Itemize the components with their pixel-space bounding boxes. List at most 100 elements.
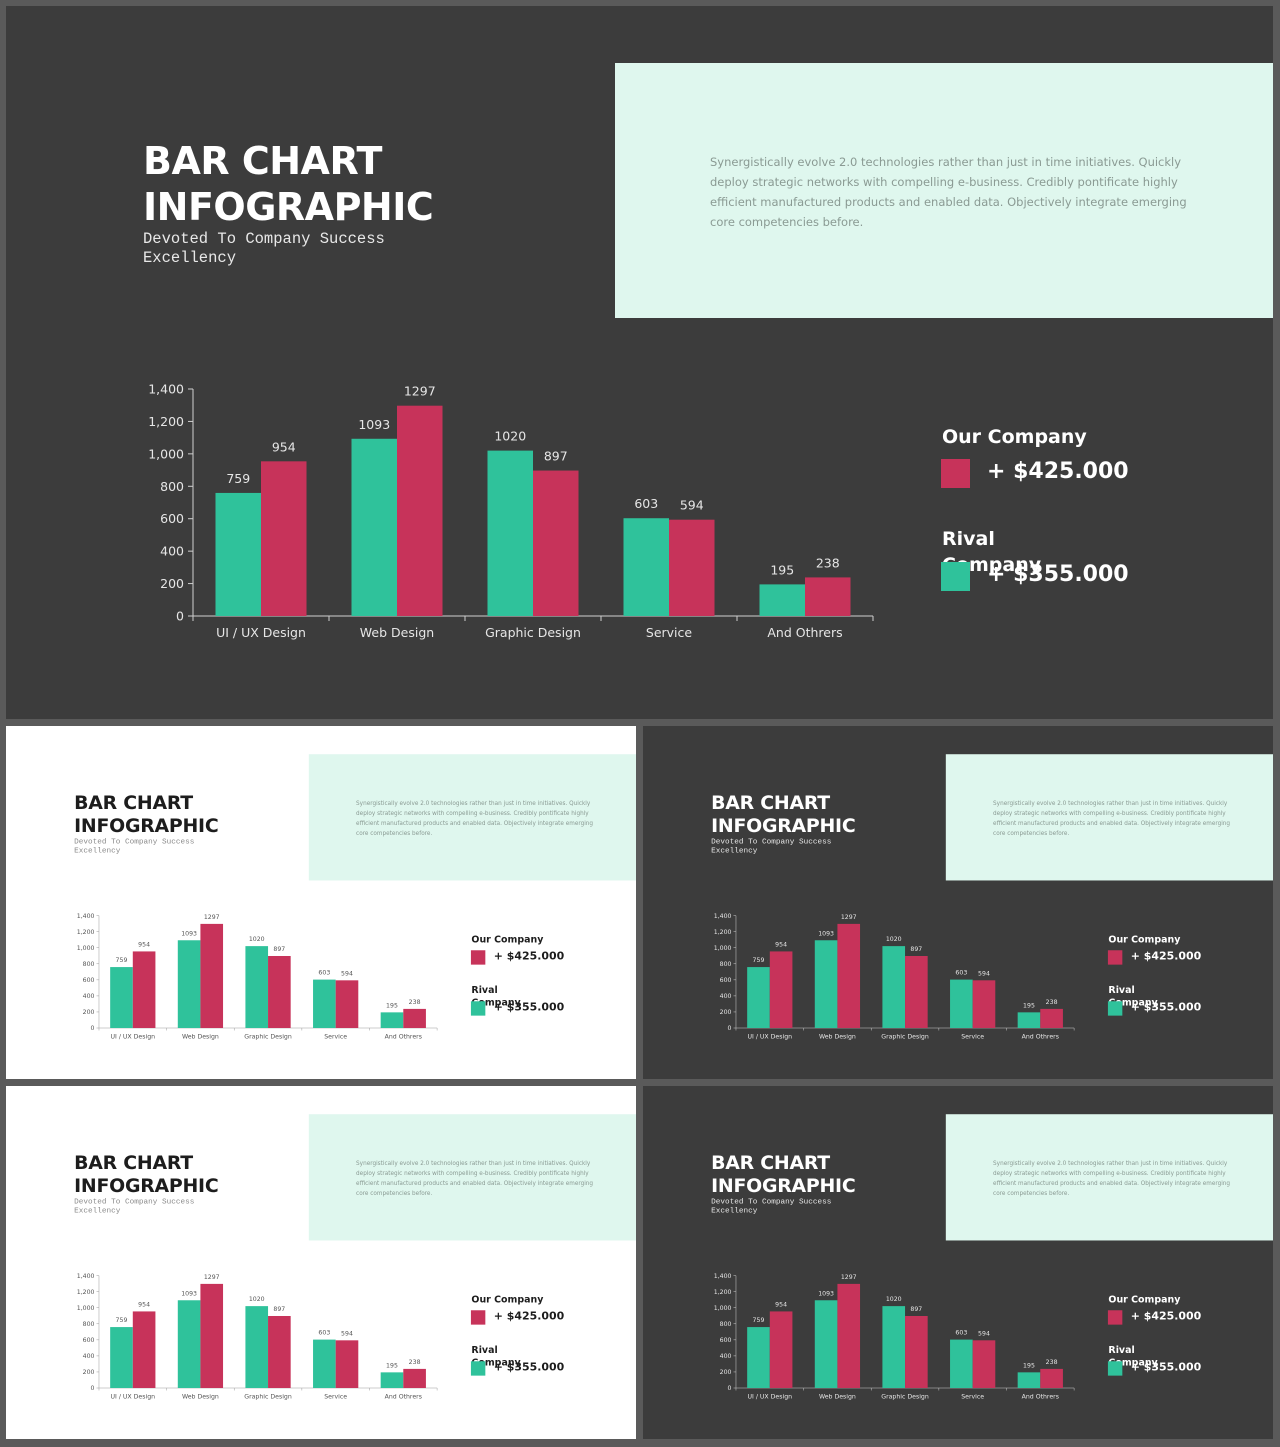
description-box: Synergistically evolve 2.0 technologies …: [945, 1114, 1273, 1241]
bar: [814, 1300, 838, 1389]
x-tick-label: UI / UX Design: [111, 1393, 156, 1400]
bar: [1040, 1008, 1063, 1029]
bar-chart: 0 200 400 600 800 1,000 1,200 1,400 759 954 UI / U…: [77, 913, 438, 1040]
y-tick-label: 200: [720, 1009, 732, 1016]
bar-value-label: 897: [910, 946, 922, 953]
bar: [403, 1008, 426, 1029]
bar-value-label: 1297: [841, 914, 857, 921]
y-tick-label: 800: [720, 961, 732, 968]
bar: [1017, 1012, 1041, 1029]
y-tick-label: 600: [720, 1337, 732, 1344]
y-tick-label: 1,400: [77, 913, 95, 920]
y-tick-label: 0: [91, 1385, 95, 1392]
bar: [487, 450, 533, 616]
slide[interactable]: BAR CHART INFOGRAPHIC Devoted To Company…: [643, 726, 1273, 1079]
bar: [769, 951, 793, 1029]
y-tick-label: 1,200: [77, 929, 95, 936]
bar: [132, 1311, 156, 1389]
y-tick-label: 0: [91, 1025, 95, 1032]
x-tick-label: UI / UX Design: [748, 1393, 793, 1400]
x-tick-label: And Othrers: [1022, 1393, 1059, 1400]
y-tick-label: 1,400: [148, 382, 184, 397]
y-tick-label: 200: [720, 1369, 732, 1376]
title-line-1: BAR CHART: [711, 791, 830, 814]
y-tick-label: 400: [83, 993, 95, 1000]
description-text: Synergistically evolve 2.0 technologies …: [356, 1159, 594, 1197]
x-tick-label: Graphic Design: [244, 1393, 292, 1400]
bar: [759, 584, 805, 616]
bar: [747, 967, 770, 1029]
bar-value-label: 759: [753, 1317, 765, 1324]
legend-our-company-value: + $425.000: [493, 950, 565, 963]
description-box: Synergistically evolve 2.0 technologies …: [615, 63, 1273, 318]
legend-rival-company-label: Rival Company: [1108, 1344, 1158, 1369]
bar: [261, 461, 307, 616]
legend-our-company-label: Our Company: [471, 1293, 544, 1305]
bar-value-label: 238: [1046, 1359, 1058, 1366]
bar-value-label: 759: [226, 471, 250, 486]
slide-subtitle: Devoted To Company Success Excellency: [711, 1196, 832, 1216]
bar-value-label: 1093: [818, 1290, 834, 1297]
bar-value-label: 897: [910, 1306, 922, 1313]
bar: [905, 955, 928, 1029]
title-line-1: BAR CHART: [74, 1151, 193, 1174]
slide[interactable]: BAR CHART INFOGRAPHIC Devoted To Company…: [643, 1086, 1273, 1439]
bar-value-label: 238: [1046, 999, 1058, 1006]
y-tick-label: 200: [83, 1369, 95, 1376]
y-tick-label: 400: [720, 993, 732, 1000]
y-tick-label: 400: [160, 544, 184, 559]
bar-value-label: 954: [775, 1301, 787, 1308]
legend-our-company-label: Our Company: [1108, 933, 1181, 945]
legend-rival-company-swatch: [941, 562, 970, 591]
bar-value-label: 1093: [181, 1290, 197, 1297]
title-line-2: INFOGRAPHIC: [711, 814, 856, 837]
x-tick-label: Service: [324, 1033, 347, 1040]
bar-value-label: 1297: [204, 914, 220, 921]
bar: [351, 438, 397, 616]
x-tick-label: Service: [961, 1393, 984, 1400]
y-tick-label: 200: [160, 576, 184, 591]
x-tick-label: And Othrers: [767, 625, 842, 640]
bar-chart: 0 200 400 600 800 1,000 1,200 1,400 759 954 UI / U…: [77, 1273, 438, 1400]
bar-value-label: 195: [1023, 1002, 1035, 1009]
bar: [215, 492, 261, 616]
legend-our-company-swatch: [1107, 1310, 1123, 1325]
legend-our-company-swatch: [470, 950, 486, 965]
x-tick-label: Graphic Design: [244, 1033, 292, 1040]
bar-value-label: 759: [753, 957, 765, 964]
y-tick-label: 0: [728, 1385, 732, 1392]
bar-value-label: 594: [680, 498, 704, 513]
legend-our-company-value: + $425.000: [987, 459, 1129, 484]
bar-value-label: 1297: [204, 1274, 220, 1281]
title-line-1: BAR CHART: [74, 791, 193, 814]
bar: [623, 518, 669, 616]
x-tick-label: Service: [324, 1393, 347, 1400]
legend-rival-company-label: Rival Company: [471, 984, 521, 1009]
bar-value-label: 603: [955, 970, 967, 977]
slide-title: BAR CHART INFOGRAPHIC: [143, 138, 434, 230]
x-tick-label: UI / UX Design: [111, 1033, 156, 1040]
legend-our-company-value: + $425.000: [1130, 950, 1202, 963]
y-tick-label: 600: [720, 977, 732, 984]
bar-value-label: 594: [341, 1330, 353, 1337]
legend-our-company-label: Our Company: [471, 933, 544, 945]
slide[interactable]: BAR CHART INFOGRAPHIC Devoted To Company…: [6, 1086, 636, 1439]
bar: [380, 1012, 404, 1029]
bar: [335, 980, 359, 1029]
description-box: Synergistically evolve 2.0 technologies …: [945, 754, 1273, 881]
slide[interactable]: BAR CHART INFOGRAPHIC Devoted To Company…: [6, 726, 636, 1079]
description-text: Synergistically evolve 2.0 technologies …: [710, 155, 1187, 229]
legend-our-company-swatch: [1107, 950, 1123, 965]
bar: [313, 979, 336, 1029]
bar-value-label: 759: [116, 1317, 128, 1324]
x-tick-label: UI / UX Design: [748, 1033, 793, 1040]
slide[interactable]: BAR CHART INFOGRAPHIC Devoted To Company…: [6, 6, 1273, 719]
x-tick-label: And Othrers: [385, 1033, 422, 1040]
slide-title: BAR CHART INFOGRAPHIC: [711, 791, 856, 837]
slide-subtitle: Devoted To Company Success Excellency: [143, 230, 385, 267]
bar-value-label: 1020: [494, 429, 526, 444]
bar-value-label: 594: [341, 970, 353, 977]
bar-value-label: 1093: [818, 930, 834, 937]
bar: [882, 946, 906, 1029]
bar-value-label: 195: [1023, 1362, 1035, 1369]
